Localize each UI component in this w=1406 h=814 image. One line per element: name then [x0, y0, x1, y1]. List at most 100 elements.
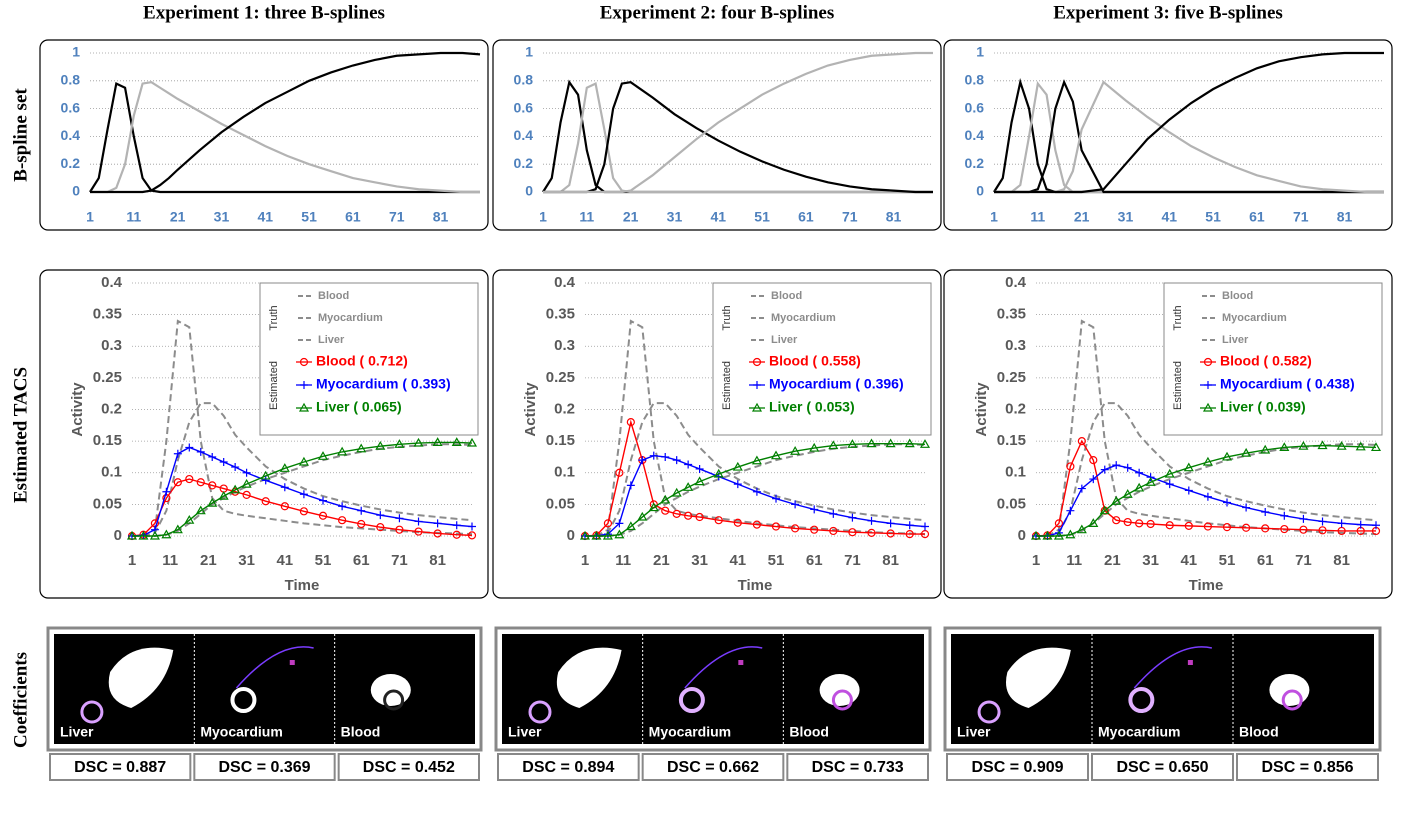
row-label: Estimated TACS — [10, 367, 31, 503]
column-title: Experiment 1: three B-splines — [143, 2, 385, 23]
y-tick-label: 0 — [976, 183, 984, 199]
dsc-value: DSC = 0.650 — [1116, 759, 1208, 776]
marker — [886, 519, 895, 528]
marker — [219, 457, 228, 466]
dsc-value: DSC = 0.662 — [667, 759, 759, 776]
y-tick-label: 0.1 — [101, 464, 122, 481]
marker — [886, 529, 895, 538]
marker — [1280, 511, 1289, 520]
x-tick-label: 21 — [1074, 209, 1090, 225]
x-tick-label: 81 — [429, 552, 446, 569]
marker — [1242, 523, 1251, 532]
x-tick-label: 1 — [128, 552, 136, 569]
x-tick-label: 11 — [1066, 552, 1082, 569]
dot — [289, 660, 295, 665]
marker — [376, 511, 385, 520]
marker — [579, 530, 591, 540]
marker — [317, 451, 329, 460]
y-tick-label: 0.35 — [93, 306, 122, 323]
y-tick-label: 0 — [114, 527, 122, 544]
y-tick-label: 0 — [567, 527, 575, 544]
marker — [602, 530, 613, 540]
dsc-box — [337, 753, 480, 781]
x-tick-label: 61 — [806, 552, 823, 569]
marker — [241, 478, 252, 488]
marker — [904, 438, 915, 448]
legend-group-label: Truth — [721, 305, 733, 330]
marker — [733, 518, 742, 527]
x-tick-label: 51 — [301, 209, 317, 225]
marker — [184, 514, 195, 524]
marker — [661, 506, 670, 515]
dot — [1187, 660, 1193, 665]
series-line — [994, 51, 1384, 194]
marker — [1317, 440, 1328, 450]
marker — [1135, 468, 1144, 477]
marker — [231, 463, 240, 472]
marker — [660, 494, 671, 504]
series-line — [131, 478, 473, 537]
legend-label: Liver — [1222, 334, 1249, 346]
marker — [1261, 507, 1270, 516]
series-line — [584, 419, 925, 537]
series-line — [585, 402, 926, 537]
marker — [466, 437, 478, 447]
y-tick-label: 0.6 — [61, 99, 81, 115]
marker — [357, 519, 366, 529]
image-label: Blood — [341, 724, 381, 740]
marker — [614, 529, 625, 539]
image-label: Myocardium — [649, 724, 731, 740]
marker — [1135, 519, 1144, 528]
marker — [625, 521, 636, 531]
x-tick-label: 41 — [276, 552, 293, 569]
dsc-value: DSC = 0.887 — [74, 759, 166, 776]
series-line — [543, 81, 933, 194]
marker — [1370, 442, 1382, 452]
marker — [395, 525, 404, 534]
x-tick-label: 51 — [1205, 209, 1221, 225]
series-line — [132, 319, 473, 537]
marker — [1202, 456, 1213, 466]
marker — [433, 519, 442, 528]
marker — [196, 478, 205, 487]
marker — [684, 511, 693, 520]
image-label: Liver — [60, 724, 94, 740]
legend-label: Myocardium ( 0.438) — [1220, 376, 1355, 392]
marker — [1221, 451, 1233, 461]
x-tick-label: 41 — [710, 209, 726, 225]
legend-label: Blood ( 0.712) — [316, 353, 408, 369]
y-tick-label: 0.4 — [1005, 274, 1027, 291]
marker — [752, 487, 761, 496]
dsc-box — [786, 753, 929, 781]
x-tick-label: 61 — [798, 209, 814, 225]
y-tick-label: 0.05 — [93, 495, 122, 512]
marker — [1164, 468, 1175, 478]
x-tick-label: 71 — [389, 209, 405, 225]
marker — [695, 464, 704, 473]
image-label: Liver — [508, 724, 542, 740]
marker — [829, 526, 838, 536]
image-label: Liver — [957, 724, 991, 740]
y-tick-label: 0.4 — [61, 127, 81, 143]
dsc-box — [49, 753, 192, 781]
marker — [1054, 519, 1064, 528]
y-tick-label: 0.15 — [93, 432, 122, 449]
x-tick-label: 81 — [1337, 209, 1353, 225]
legend-group-label: Truth — [268, 305, 280, 330]
marker — [185, 443, 194, 452]
y-tick-label: 0.25 — [93, 369, 122, 386]
marker — [684, 460, 693, 469]
y-tick-label: 0.6 — [514, 99, 534, 115]
marker — [1184, 521, 1193, 530]
x-tick-label: 41 — [1180, 552, 1197, 569]
x-tick-label: 71 — [391, 552, 408, 569]
x-axis-label: Time — [738, 577, 773, 594]
series-line — [132, 402, 473, 537]
ring — [1128, 687, 1155, 713]
marker — [919, 439, 931, 448]
marker — [173, 449, 182, 458]
x-tick-label: 71 — [1293, 209, 1309, 225]
marker — [671, 487, 682, 497]
marker — [1111, 496, 1122, 505]
row-label: B-spline set — [10, 88, 31, 182]
